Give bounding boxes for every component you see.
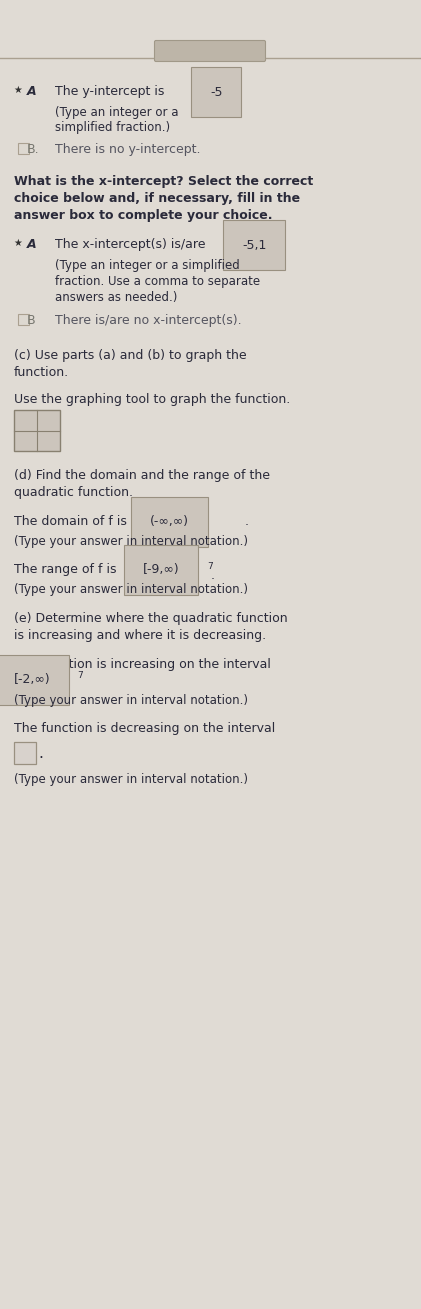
Text: (Type your answer in interval notation.): (Type your answer in interval notation.) xyxy=(14,583,248,596)
Text: (-∞,∞): (-∞,∞) xyxy=(150,516,189,529)
Text: (Type your answer in interval notation.): (Type your answer in interval notation.) xyxy=(14,694,248,707)
Text: ★: ★ xyxy=(13,238,22,247)
Text: -5,1: -5,1 xyxy=(242,238,266,251)
Text: The domain of f is: The domain of f is xyxy=(14,514,127,528)
Text: choice below and, if necessary, fill in the: choice below and, if necessary, fill in … xyxy=(14,192,300,206)
Text: The function is decreasing on the interval: The function is decreasing on the interv… xyxy=(14,723,275,734)
Text: answers as needed.): answers as needed.) xyxy=(55,291,177,304)
FancyBboxPatch shape xyxy=(155,41,266,62)
Text: There is no y-intercept.: There is no y-intercept. xyxy=(55,143,200,156)
FancyBboxPatch shape xyxy=(14,410,60,452)
Text: function.: function. xyxy=(14,367,69,380)
Text: ★: ★ xyxy=(13,85,22,96)
FancyBboxPatch shape xyxy=(14,742,36,764)
Text: Use the graphing tool to graph the function.: Use the graphing tool to graph the funct… xyxy=(14,393,290,406)
Text: quadratic function.: quadratic function. xyxy=(14,486,133,499)
Text: (d) Find the domain and the range of the: (d) Find the domain and the range of the xyxy=(14,469,270,482)
FancyBboxPatch shape xyxy=(18,314,29,325)
Text: (c) Use parts (a) and (b) to graph the: (c) Use parts (a) and (b) to graph the xyxy=(14,350,247,363)
Text: 7: 7 xyxy=(77,672,83,679)
Text: The y-intercept is: The y-intercept is xyxy=(55,85,164,98)
Text: The x-intercept(s) is/are: The x-intercept(s) is/are xyxy=(55,238,205,251)
Text: B.: B. xyxy=(27,143,40,156)
Text: There is/are no x-intercept(s).: There is/are no x-intercept(s). xyxy=(55,314,242,327)
Text: What is the x-intercept? Select the correct: What is the x-intercept? Select the corr… xyxy=(14,175,313,188)
Text: (Type your answer in interval notation.): (Type your answer in interval notation.) xyxy=(14,774,248,785)
Text: (Type your answer in interval notation.): (Type your answer in interval notation.) xyxy=(14,535,248,548)
Text: -5: -5 xyxy=(210,85,223,98)
Text: A: A xyxy=(27,85,37,98)
Text: is increasing and where it is decreasing.: is increasing and where it is decreasing… xyxy=(14,630,266,641)
Text: (Type an integer or a simplified: (Type an integer or a simplified xyxy=(55,259,240,272)
Text: [-9,∞): [-9,∞) xyxy=(143,563,180,576)
FancyBboxPatch shape xyxy=(18,143,29,154)
Text: answer box to complete your choice.: answer box to complete your choice. xyxy=(14,209,272,223)
Text: [-2,∞): [-2,∞) xyxy=(14,674,51,686)
Text: fraction. Use a comma to separate: fraction. Use a comma to separate xyxy=(55,275,260,288)
Text: (e) Determine where the quadratic function: (e) Determine where the quadratic functi… xyxy=(14,613,288,624)
Text: The function is increasing on the interval: The function is increasing on the interv… xyxy=(14,658,271,672)
Text: B: B xyxy=(27,314,36,327)
Text: The range of f is: The range of f is xyxy=(14,563,117,576)
Text: .: . xyxy=(245,514,249,528)
Text: (Type an integer or a: (Type an integer or a xyxy=(55,106,179,119)
Text: .: . xyxy=(211,569,215,583)
Text: .: . xyxy=(38,746,43,761)
Text: 7: 7 xyxy=(207,562,213,571)
Text: A: A xyxy=(27,238,37,251)
Text: simplified fraction.): simplified fraction.) xyxy=(55,120,170,134)
